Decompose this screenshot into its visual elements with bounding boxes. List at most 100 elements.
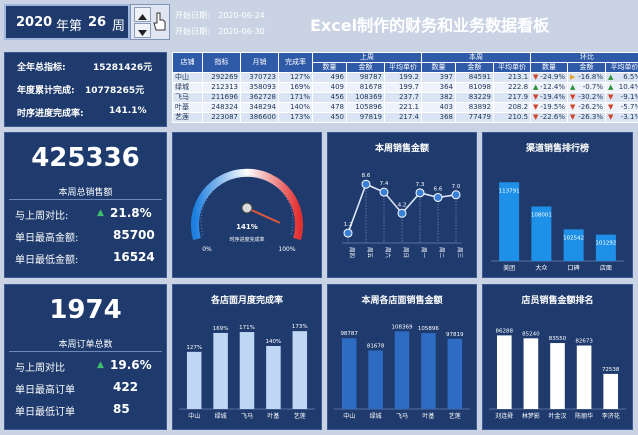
table-row: 艺莲 223087 386600 173% 450 97819 217.4 368 77479 2… xyxy=(172,112,638,123)
trend-down-icon: ▼ xyxy=(570,103,576,112)
gauge-caption: 时序进度完成率 xyxy=(229,236,264,243)
table-cell: 81678 xyxy=(346,82,385,93)
data-label: 108001 xyxy=(531,213,552,219)
chart-title: 本周各店面销售金额 xyxy=(361,296,443,306)
table-cell: 208.2 xyxy=(493,102,532,113)
x-tick-label: 周一 xyxy=(420,247,427,259)
data-label: 1.2 xyxy=(344,222,353,228)
x-tick-label: 陈丽华 xyxy=(575,412,593,420)
data-label: 85240 xyxy=(522,331,540,337)
triangle-up-icon xyxy=(138,14,147,20)
group-header-change: 环比 xyxy=(530,52,638,63)
table-cell: 221.1 xyxy=(383,102,423,113)
weekly-sales-line-chart: 1.2 周四 8.6 周五 7.4 周六 4.2 周日 7.3 周一 6.6 周二 7.0 周三 xyxy=(342,173,463,259)
spin-up-button[interactable] xyxy=(134,7,151,22)
end-date: 开始日期: 2020-06-30 xyxy=(175,26,265,37)
bar xyxy=(603,373,619,409)
channel-ranking-panel: 渠道销售排行榜 113791 美团 108001 大众 102542 口碑 101292 店面 xyxy=(482,132,633,278)
triangle-down-icon xyxy=(138,30,147,36)
table-cell: 478 xyxy=(312,102,347,113)
week-spinner[interactable] xyxy=(130,4,170,40)
bar xyxy=(394,331,410,409)
bar xyxy=(292,331,308,409)
divider xyxy=(9,351,162,352)
progress-value: 141.1% xyxy=(109,106,147,116)
x-tick-label: 叶基 xyxy=(267,412,279,420)
col-header: 月销 xyxy=(240,52,279,73)
x-tick-label: 艺莲 xyxy=(294,412,306,420)
spin-down-button[interactable] xyxy=(134,23,151,38)
bar xyxy=(239,332,255,409)
table-cell: ▲ -12.4% xyxy=(530,82,569,93)
x-tick-label: 周五 xyxy=(366,247,373,259)
bar xyxy=(499,182,520,261)
x-tick-label: 周三 xyxy=(456,247,463,259)
table-cell: 362728 xyxy=(240,92,279,103)
x-tick-label: 大众 xyxy=(535,264,547,272)
trend-up-icon: ▲ xyxy=(533,83,539,92)
table-cell: ▼ -19.4% xyxy=(530,92,569,103)
data-point xyxy=(343,228,353,238)
data-label: 7.3 xyxy=(416,182,425,188)
gauge-arc xyxy=(191,168,303,241)
bar xyxy=(447,338,463,409)
table-row: 飞马 211696 362728 171% 456 108369 237.7 382 83229… xyxy=(172,92,638,103)
x-tick-label: 中山 xyxy=(343,412,355,420)
data-label: 82673 xyxy=(575,339,593,345)
table-cell: 370723 xyxy=(240,72,279,83)
table-cell: 绿城 xyxy=(172,82,203,93)
bar xyxy=(563,229,584,261)
data-label: 4.2 xyxy=(398,202,407,208)
data-label: 113791 xyxy=(499,188,520,194)
staff-ranking-chart: 86288 刘连舜 85240 林梦影 83550 叶金汉 82673 陈丽华 72538 李济花 xyxy=(489,328,626,420)
group-header-this-week: 本周 xyxy=(421,52,532,63)
data-label: 86288 xyxy=(496,328,514,334)
data-point xyxy=(451,190,461,200)
table-cell: 358093 xyxy=(240,82,279,93)
table-cell: 81098 xyxy=(455,82,495,93)
weekly-sales-kpi-panel: 425336 本周总销售额 与上周对比: ▲ 21.8% 单日最高金额: 85700 单日… xyxy=(4,132,167,278)
table-cell: 217.4 xyxy=(383,112,423,123)
col-header: 平均单价 xyxy=(493,62,532,73)
table-cell: 237.7 xyxy=(383,92,423,103)
x-tick-label: 中山 xyxy=(188,412,200,420)
trend-down-icon: ▼ xyxy=(608,93,614,102)
week-suffix: 周 xyxy=(112,19,126,34)
bar xyxy=(266,346,281,409)
trend-mid-icon: ▶ xyxy=(570,73,576,82)
table-cell: 169% xyxy=(278,82,313,93)
x-tick-label: 飞马 xyxy=(396,412,408,420)
kpi-row-value: 422 xyxy=(113,380,139,394)
col-header: 数量 xyxy=(312,62,347,73)
table-cell: ▼-3.1% xyxy=(605,112,638,123)
table-cell: ▶ -16.8% xyxy=(567,72,607,83)
divider xyxy=(9,199,162,200)
chart-title: 各店面月度完成率 xyxy=(210,296,283,306)
kpi-row-value: 85 xyxy=(113,402,130,416)
table-cell: 292269 xyxy=(202,72,241,83)
table-cell: 382 xyxy=(421,92,457,103)
trend-down-icon: ▼ xyxy=(570,113,576,122)
start-date-label: 开始日期: xyxy=(175,11,210,20)
table-cell: 211696 xyxy=(202,92,241,103)
x-tick-label: 绿城 xyxy=(215,412,227,420)
table-cell: 212313 xyxy=(202,82,241,93)
table-cell: 348294 xyxy=(240,102,279,113)
table-cell: 364 xyxy=(421,82,457,93)
table-row: 叶基 248324 348294 140% 478 105896 221.1 403 83892… xyxy=(172,102,638,113)
table-cell: ▲ -0.7% xyxy=(567,82,607,93)
week-selector[interactable]: 2020 年第 26 周 xyxy=(4,4,130,40)
end-date-value: 2020-06-30 xyxy=(218,27,265,36)
trend-down-icon: ▼ xyxy=(608,113,614,122)
col-header: 平均单价 xyxy=(383,62,423,73)
bar xyxy=(531,206,552,261)
data-label: 6.6 xyxy=(434,186,443,192)
annual-summary-panel: 全年总指标: 15281426元 年度累计完成: 10778265元 时序进度完… xyxy=(4,52,167,127)
data-label: 98787 xyxy=(340,331,358,337)
data-point xyxy=(361,179,371,189)
data-label: 101292 xyxy=(595,241,616,247)
table-cell: 140% xyxy=(278,102,313,113)
table-cell: 127% xyxy=(278,72,313,83)
table-cell: ▲10.4% xyxy=(605,82,638,93)
trend-up-icon: ▲ xyxy=(608,83,614,92)
